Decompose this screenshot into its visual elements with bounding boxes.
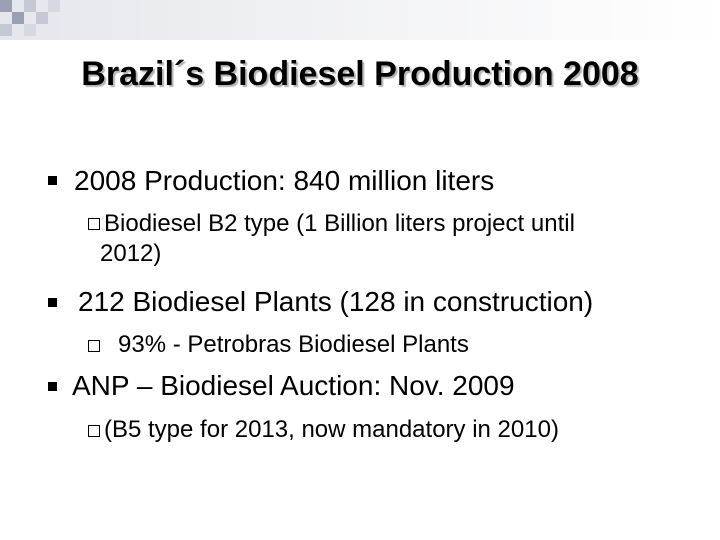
hollow-square-bullet-icon	[88, 425, 100, 437]
bullet-1-text: 2008 Production: 840 million liters	[74, 165, 495, 196]
filled-square-bullet-icon	[48, 298, 57, 307]
bullet-3-sub-line-1: (B5 type for 2013, now mandatory in 2010…	[104, 416, 559, 443]
hollow-square-bullet-icon	[88, 340, 100, 352]
decorative-checker-pattern	[0, 0, 60, 36]
slide-title: Brazil´s Biodiesel Production 2008	[81, 55, 639, 93]
bullet-1-sub-line-2: 2012)	[100, 240, 162, 267]
filled-square-bullet-icon	[48, 176, 57, 185]
hollow-square-bullet-icon	[88, 218, 100, 230]
bullet-3-text: ANP – Biodiesel Auction: Nov. 2009	[72, 370, 515, 401]
decorative-header-band	[0, 0, 720, 40]
bullet-1-sub-line-1: Biodiesel B2 type (1 Billion liters proj…	[104, 210, 575, 237]
bullet-2-text: 212 Biodiesel Plants (128 in constructio…	[78, 286, 594, 317]
bullet-2-sub-line-1: 93% - Petrobras Biodiesel Plants	[118, 331, 469, 358]
filled-square-bullet-icon	[48, 382, 57, 391]
